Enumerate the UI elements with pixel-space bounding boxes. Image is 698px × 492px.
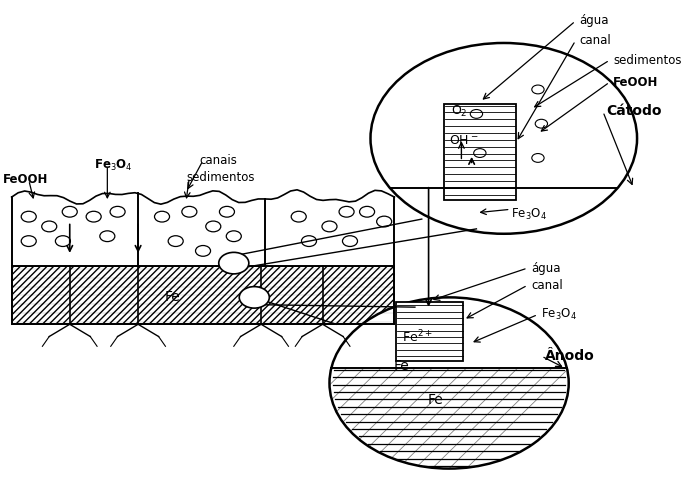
- Circle shape: [226, 231, 242, 242]
- Text: canal: canal: [531, 278, 563, 292]
- Text: água: água: [579, 14, 609, 28]
- Circle shape: [168, 236, 183, 246]
- Text: OH$^-$: OH$^-$: [449, 134, 479, 147]
- Circle shape: [154, 211, 170, 222]
- Text: Fe$_3$O$_4$: Fe$_3$O$_4$: [94, 158, 132, 173]
- Circle shape: [110, 206, 125, 217]
- Circle shape: [42, 221, 57, 232]
- Bar: [396, 302, 463, 361]
- Circle shape: [21, 211, 36, 222]
- Text: Fe$_3$O$_4$: Fe$_3$O$_4$: [511, 207, 547, 222]
- Circle shape: [535, 119, 547, 128]
- Circle shape: [100, 231, 115, 242]
- Circle shape: [532, 154, 544, 162]
- Text: sedimentos: sedimentos: [613, 54, 682, 66]
- Text: Fe: Fe: [394, 359, 410, 373]
- Text: Fe: Fe: [428, 393, 443, 407]
- Circle shape: [218, 252, 248, 274]
- Circle shape: [329, 297, 569, 468]
- Bar: [12, 266, 394, 324]
- Circle shape: [55, 236, 70, 246]
- Circle shape: [239, 287, 269, 308]
- Text: canais: canais: [200, 154, 237, 167]
- Bar: [12, 197, 394, 266]
- Circle shape: [343, 236, 357, 246]
- Text: Cátodo: Cátodo: [607, 104, 662, 119]
- Text: canal: canal: [579, 34, 611, 47]
- Text: Fe$_3$O$_4$: Fe$_3$O$_4$: [542, 307, 577, 322]
- Circle shape: [62, 206, 77, 217]
- Text: Ânodo: Ânodo: [544, 349, 595, 363]
- Circle shape: [21, 236, 36, 246]
- Circle shape: [86, 211, 101, 222]
- Circle shape: [302, 236, 316, 246]
- Circle shape: [470, 110, 482, 118]
- Text: Fe: Fe: [165, 290, 180, 305]
- Circle shape: [219, 206, 235, 217]
- Circle shape: [377, 216, 392, 227]
- Circle shape: [371, 43, 637, 234]
- Text: Fe$^{2+}$: Fe$^{2+}$: [402, 328, 433, 345]
- Text: O$_2$: O$_2$: [451, 104, 468, 119]
- Text: FeOOH: FeOOH: [613, 76, 658, 89]
- Circle shape: [532, 85, 544, 94]
- Circle shape: [339, 206, 354, 217]
- Circle shape: [359, 206, 375, 217]
- Circle shape: [322, 221, 337, 232]
- Text: sedimentos: sedimentos: [186, 171, 255, 184]
- Text: FeOOH: FeOOH: [3, 174, 48, 186]
- Circle shape: [291, 211, 306, 222]
- Circle shape: [206, 221, 221, 232]
- Circle shape: [195, 246, 211, 256]
- Circle shape: [182, 206, 197, 217]
- Circle shape: [474, 149, 486, 157]
- Bar: [445, 104, 516, 200]
- Text: água: água: [531, 262, 560, 275]
